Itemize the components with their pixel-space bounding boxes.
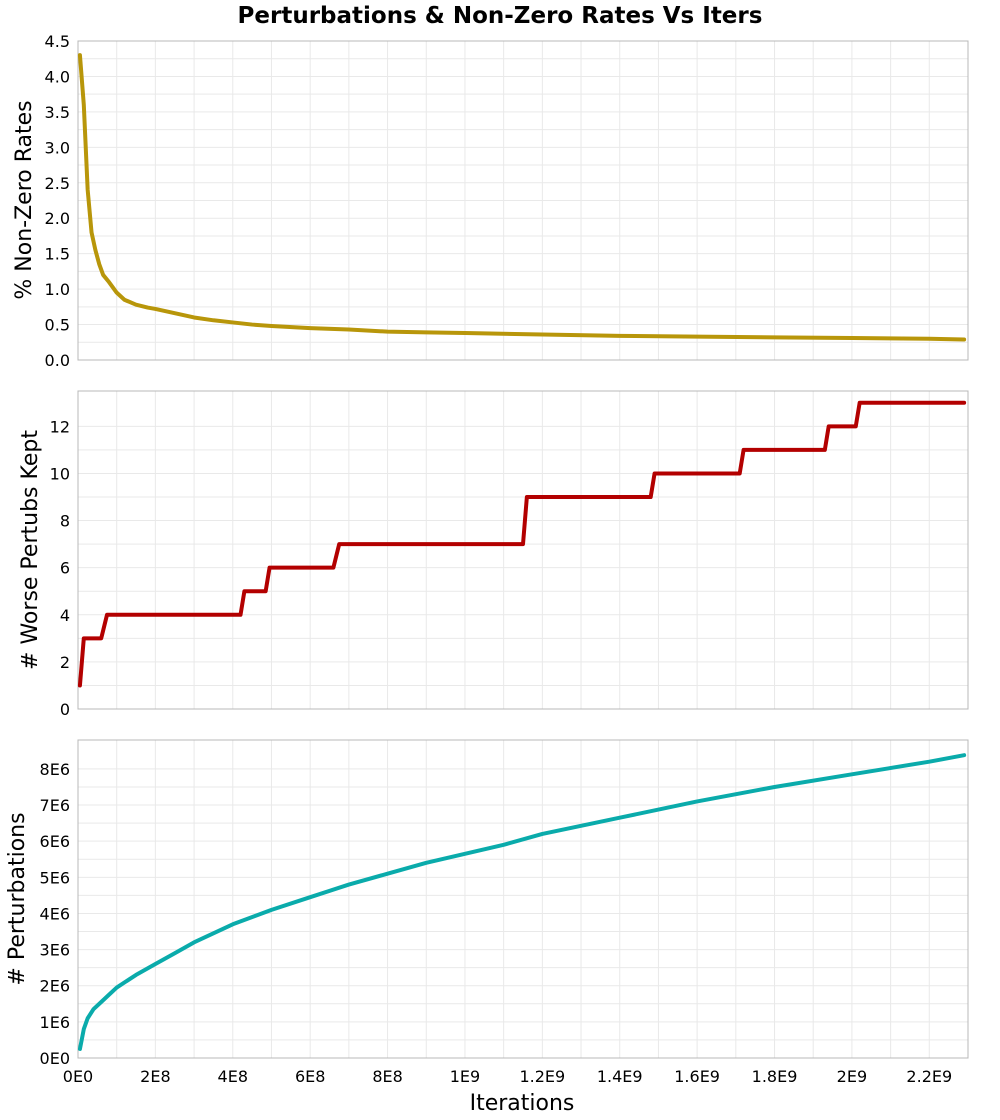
perturbations-ytick-label: 4E6 (40, 904, 70, 923)
perturbations-axis-label: # Perturbations (5, 812, 30, 985)
x-tick-label: 2E8 (140, 1067, 170, 1086)
x-tick-label: 1.4E9 (597, 1067, 643, 1086)
x-tick-label: 8E8 (372, 1067, 402, 1086)
worse-ytick-label: 4 (60, 606, 70, 625)
nonzero-rates-panel: 0.0 0.5 1.0 1.5 2.0 2.5 3.0 3.5 4.0 4.5 % Non-Zer… (12, 32, 969, 370)
x-tick-label: 1.2E9 (519, 1067, 565, 1086)
x-tick-label: 1.6E9 (674, 1067, 720, 1086)
worse-ytick-label: 10 (50, 464, 70, 483)
x-tick-label: 1E9 (450, 1067, 480, 1086)
worse-pertubs-plot-frame (77, 390, 969, 710)
nonzero-ytick-label: 2.0 (45, 209, 70, 228)
nonzero-ytick-label: 1.5 (45, 245, 70, 264)
perturbations-ytick-label: 0E0 (40, 1049, 70, 1068)
perturbations-ytick-label: 5E6 (40, 868, 70, 887)
perturbations-ytick-label: 1E6 (40, 1013, 70, 1032)
perturbations-ytick-label: 3E6 (40, 941, 70, 960)
worse-pertubs-axis-label: # Worse Pertubs Kept (18, 430, 43, 670)
perturbations-plot-frame (77, 739, 969, 1059)
perturbations-panel: 0E0 1E6 2E6 3E6 4E6 5E6 6E6 7E6 8E6 # Perturbati… (5, 739, 969, 1068)
x-tick-label: 2E9 (837, 1067, 867, 1086)
x-axis-label: Iterations (470, 1091, 575, 1116)
worse-ytick-label: 2 (60, 653, 70, 672)
nonzero-ytick-label: 1.0 (45, 280, 70, 299)
worse-ytick-label: 0 (60, 700, 70, 719)
nonzero-ytick-label: 3.5 (45, 103, 70, 122)
nonzero-ytick-label: 3.0 (45, 138, 70, 157)
x-tick-label: 4E8 (218, 1067, 248, 1086)
worse-pertubs-panel: 0 2 4 6 8 10 12 # Worse Pertubs Kept (18, 390, 969, 719)
nonzero-rates-line (77, 53, 967, 342)
worse-ytick-label: 6 (60, 559, 70, 578)
x-tick-label: 0E0 (63, 1067, 93, 1086)
perturbations-line (77, 753, 967, 1051)
perturbations-ytick-label: 7E6 (40, 796, 70, 815)
worse-ytick-label: 8 (60, 512, 70, 531)
nonzero-ytick-label: 4.5 (45, 32, 70, 51)
perturbations-ytick-label: 8E6 (40, 760, 70, 779)
perturbations-ytick-label: 6E6 (40, 832, 70, 851)
x-tick-label: 1.8E9 (752, 1067, 798, 1086)
worse-pertubs-line (77, 400, 967, 688)
nonzero-ytick-label: 4.0 (45, 67, 70, 86)
worse-ytick-label: 12 (50, 417, 70, 436)
nonzero-ytick-label: 0.5 (45, 316, 70, 335)
nonzero-ytick-label: 0.0 (45, 351, 70, 370)
nonzero-rates-plot-frame (77, 40, 969, 361)
chart-title: Perturbations & Non-Zero Rates Vs Iters (238, 3, 763, 29)
nonzero-ytick-label: 2.5 (45, 174, 70, 193)
perturbations-ytick-label: 2E6 (40, 977, 70, 996)
x-tick-label: 2.2E9 (906, 1067, 952, 1086)
nonzero-rates-axis-label: % Non-Zero Rates (12, 100, 37, 299)
x-axis-ticks: 0E0 2E8 4E8 6E8 8E8 1E9 1.2E9 1.4E9 1.6E9 1.8E9 2E… (63, 1067, 952, 1086)
x-tick-label: 6E8 (295, 1067, 325, 1086)
